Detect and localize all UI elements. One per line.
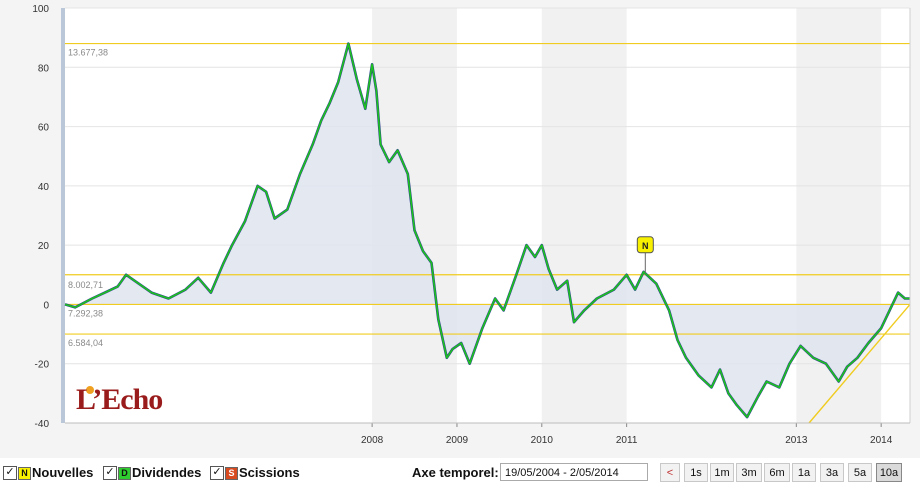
x-tick-label: 2010	[531, 435, 554, 446]
x-tick-label: 2008	[361, 435, 384, 446]
range-button-3m[interactable]: 3m	[736, 463, 762, 482]
x-tick-label: 2011	[616, 435, 638, 446]
annotation-label: N	[642, 241, 649, 251]
range-button-6m[interactable]: 6m	[764, 463, 790, 482]
y-tick-label: 80	[38, 63, 50, 74]
range-button-5a[interactable]: 5a	[848, 463, 872, 482]
y-tick-label: 20	[38, 241, 50, 252]
y-tick-label: 60	[38, 123, 50, 134]
bottom-toolbar: ✓ N Nouvelles ✓ D Dividendes ✓ S Scissio…	[0, 462, 920, 484]
series-line	[64, 42, 910, 418]
chart-area: 100 80 60 40 20 0 -20 -40 2008 2009 2010 2011 2013 20…	[0, 0, 920, 458]
reference-line-label: 7.292,38	[68, 308, 103, 318]
x-tick-label: 2013	[785, 435, 808, 446]
y-tick-label: -40	[35, 419, 50, 430]
lecho-logo: L’Echo	[76, 383, 163, 416]
y-tick-label: -20	[35, 360, 50, 371]
trend-line	[808, 303, 911, 424]
legend-label-dividends[interactable]: Dividendes	[132, 465, 202, 480]
annotation-marker	[636, 236, 654, 254]
series-area-fill	[65, 43, 910, 418]
y-tick-label: 100	[32, 4, 49, 15]
y-tick-label: 0	[43, 300, 49, 311]
legend-label-news[interactable]: Nouvelles	[32, 465, 94, 480]
price-chart[interactable]: 100 80 60 40 20 0 -20 -40 2008 2009 2010 2011 2013 20…	[0, 0, 920, 458]
logo-dot	[86, 386, 94, 394]
reference-line-label: 8.002,71	[68, 280, 103, 290]
dividends-checkbox[interactable]: ✓	[103, 466, 117, 480]
splits-badge-icon: S	[225, 467, 238, 480]
news-checkbox[interactable]: ✓	[3, 466, 17, 480]
range-button-3a[interactable]: 3a	[820, 463, 844, 482]
x-tick-label: 2009	[446, 435, 469, 446]
shaded-year-2010	[541, 8, 627, 423]
y-tick-label: 40	[38, 182, 50, 193]
x-tick-label: 2014	[870, 435, 893, 446]
dividends-badge-icon: D	[118, 467, 131, 480]
range-button-1m[interactable]: 1m	[710, 463, 734, 482]
range-button-1s[interactable]: 1s	[684, 463, 708, 482]
splits-checkbox[interactable]: ✓	[210, 466, 224, 480]
range-button-1a[interactable]: 1a	[792, 463, 816, 482]
date-range-field[interactable]: 19/05/2004 - 2/05/2014	[500, 463, 648, 481]
range-button-10a[interactable]: 10a	[876, 463, 902, 482]
reference-line-label: 6.584,04	[68, 338, 103, 348]
y-axis-bar	[61, 8, 65, 423]
range-prev-button[interactable]: <	[660, 463, 680, 482]
legend-label-splits[interactable]: Scissions	[239, 465, 300, 480]
reference-line-label: 13.677,38	[68, 48, 108, 58]
time-axis-label: Axe temporel:	[412, 465, 499, 480]
news-badge-icon: N	[18, 467, 31, 480]
